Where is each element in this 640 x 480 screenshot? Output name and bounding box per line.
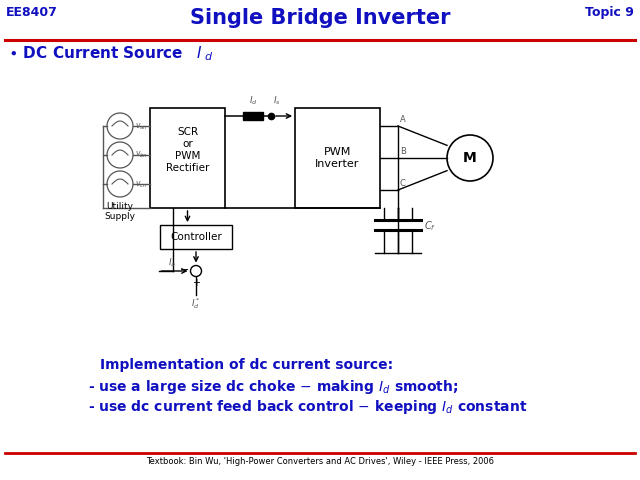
Text: PWM
Inverter: PWM Inverter — [316, 147, 360, 169]
Text: - use a large size dc choke $-$ making $\mathit{I}_d$ smooth;: - use a large size dc choke $-$ making $… — [88, 378, 458, 396]
Text: $v_{bn}$: $v_{bn}$ — [135, 150, 148, 160]
Text: $C_f$: $C_f$ — [424, 219, 436, 233]
Text: $I_a$: $I_a$ — [168, 256, 177, 269]
Text: $I_s$: $I_s$ — [273, 95, 281, 107]
Text: C: C — [400, 179, 406, 188]
Text: Textbook: Bin Wu, 'High-Power Converters and AC Drives', Wiley - IEEE Press, 200: Textbook: Bin Wu, 'High-Power Converters… — [146, 457, 494, 466]
Text: $I_d^*$: $I_d^*$ — [191, 297, 201, 312]
Bar — [150, 108, 225, 208]
Bar — [295, 108, 380, 208]
Text: A: A — [400, 115, 406, 124]
Text: Topic 9: Topic 9 — [585, 6, 634, 19]
Text: Single Bridge Inverter: Single Bridge Inverter — [189, 8, 451, 28]
Text: $v_{an}$: $v_{an}$ — [135, 121, 148, 132]
Text: EE8407: EE8407 — [6, 6, 58, 19]
Text: Implementation of dc current source:: Implementation of dc current source: — [100, 358, 393, 372]
Text: M: M — [463, 151, 477, 165]
Text: $I$: $I$ — [196, 45, 202, 61]
Text: −: − — [180, 265, 189, 275]
Text: $v_{cn}$: $v_{cn}$ — [135, 179, 147, 190]
Text: Utility
Supply: Utility Supply — [104, 202, 136, 221]
Text: $I_d$: $I_d$ — [248, 95, 257, 107]
Text: B: B — [400, 147, 406, 156]
Text: SCR
or
PWM
Rectifier: SCR or PWM Rectifier — [166, 127, 209, 173]
Text: $\bullet$ DC Current Source: $\bullet$ DC Current Source — [8, 45, 184, 61]
Bar — [243, 112, 263, 120]
Text: +: + — [192, 277, 200, 288]
Text: - use dc current feed back control $-$ keeping $\mathit{I}_d$ constant: - use dc current feed back control $-$ k… — [88, 398, 527, 416]
Bar — [160, 225, 232, 249]
Text: Controller: Controller — [170, 232, 222, 242]
Text: $d$: $d$ — [204, 50, 213, 62]
